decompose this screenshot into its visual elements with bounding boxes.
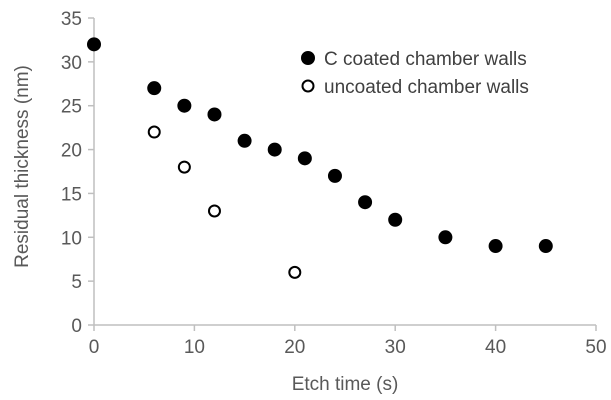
y-tick-label: 15 xyxy=(61,184,82,205)
data-point-coated xyxy=(327,168,342,183)
data-point-coated xyxy=(267,142,282,157)
data-point-coated xyxy=(87,37,101,52)
data-point-coated xyxy=(388,212,403,227)
axes xyxy=(93,18,596,326)
y-tick-label: 0 xyxy=(71,316,82,337)
data-point-uncoated xyxy=(177,160,191,174)
data-point-coated xyxy=(297,151,312,166)
x-axis-title: Etch time (s) xyxy=(292,374,399,395)
data-point-coated xyxy=(207,107,222,122)
data-point-coated xyxy=(438,230,453,245)
x-tick-label: 0 xyxy=(89,337,100,358)
data-point-coated xyxy=(358,195,373,210)
data-point-uncoated xyxy=(207,204,221,218)
y-tick-label: 30 xyxy=(61,53,82,74)
y-axis-title: Residual thickness (nm) xyxy=(12,65,33,268)
x-tick-label: 40 xyxy=(485,337,506,358)
y-tick-label: 20 xyxy=(61,141,82,162)
legend-label-coated: C coated chamber walls xyxy=(324,49,527,70)
legend: C coated chamber walls uncoated chamber … xyxy=(301,49,529,98)
data-point-coated xyxy=(538,239,553,254)
data-point-uncoated xyxy=(147,125,161,139)
legend-marker-uncoated xyxy=(301,79,315,93)
legend-label-uncoated: uncoated chamber walls xyxy=(324,77,529,98)
y-tick-label: 10 xyxy=(61,228,82,249)
data-points xyxy=(87,37,553,279)
data-point-coated xyxy=(488,239,503,254)
y-tick-label: 25 xyxy=(61,97,82,118)
legend-marker-coated xyxy=(301,51,315,65)
x-tick-label: 30 xyxy=(385,337,406,358)
data-point-coated xyxy=(147,81,162,96)
x-tick-label: 20 xyxy=(284,337,305,358)
y-ticks: 0 5 10 15 20 25 30 35 xyxy=(61,9,94,337)
data-point-coated xyxy=(237,133,252,148)
y-tick-label: 5 xyxy=(71,272,82,293)
x-tick-label: 50 xyxy=(585,337,606,358)
y-tick-label: 35 xyxy=(61,9,82,30)
data-point-coated xyxy=(177,98,192,113)
x-ticks: 0 10 20 30 40 50 xyxy=(89,325,607,358)
x-tick-label: 10 xyxy=(184,337,205,358)
data-point-uncoated xyxy=(288,265,302,279)
